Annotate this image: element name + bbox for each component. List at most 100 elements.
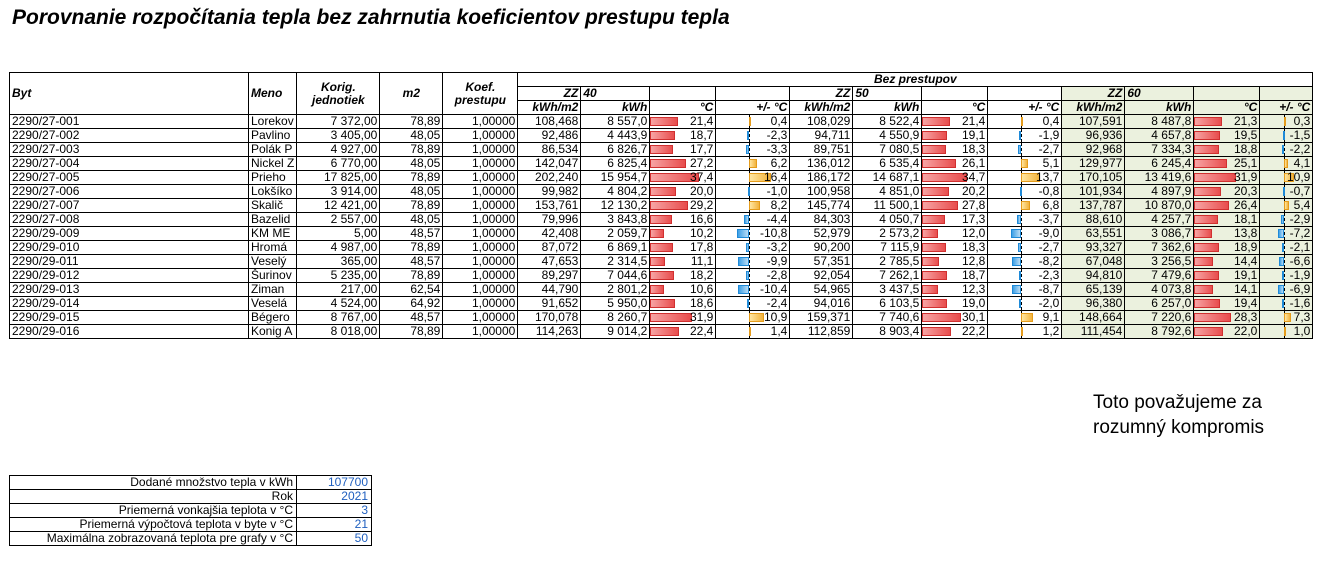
cell-kwhm2: 86,534 [517,142,582,157]
header-kwh: kWh [852,100,923,115]
diff-axis [749,283,751,296]
cell-kwhm2: 92,486 [517,128,582,143]
param-value[interactable]: 3 [296,503,372,518]
header-kwh: kWh [580,100,651,115]
cell-meno: Lorekov [247,114,298,129]
cell-koef: 1,00000 [442,198,519,213]
temp-value: 34,7 [961,170,986,184]
cell-byt: 2290/27-006 [9,184,249,199]
parameters-table: Dodané množstvo tepla v kWh 107700 Rok 2021… [9,475,372,546]
cell-diff: -7,2 [1259,226,1314,241]
diff-value: 6,2 [770,156,788,170]
cell-byt: 2290/27-002 [9,128,249,143]
diff-value: -3,7 [1038,212,1060,226]
cell-kwh: 4 050,7 [852,212,923,227]
diff-axis [749,129,751,142]
cell-kwhm2: 89,297 [517,268,582,283]
cell-koef: 1,00000 [442,254,519,269]
cell-kwh: 4 257,7 [1124,212,1195,227]
diff-value: -2,8 [766,268,788,282]
temp-bar [922,257,939,266]
cell-diff: 0,3 [1259,114,1314,129]
cell-koef: 1,00000 [442,128,519,143]
cell-kwhm2: 88,610 [1061,212,1126,227]
cell-meno: KM ME [247,226,298,241]
temp-bar [922,299,948,308]
diff-axis [749,269,751,282]
cell-temp: 18,1 [1193,212,1261,227]
temp-value: 19,1 [1233,268,1258,282]
cell-kwhm2: 148,664 [1061,310,1126,325]
cell-koef: 1,00000 [442,240,519,255]
cell-temp: 31,9 [649,310,717,325]
cell-kwh: 5 950,0 [580,296,651,311]
temp-value: 20,2 [961,184,986,198]
param-label: Dodané množstvo tepla v kWh [9,475,297,490]
diff-value: -6,6 [1289,254,1311,268]
diff-axis [1283,143,1285,156]
cell-koef: 1,00000 [442,310,519,325]
diff-bar [737,285,750,294]
cell-diff: -2,7 [987,240,1063,255]
cell-kwhm2: 186,172 [789,170,854,185]
cell-m2: 48,57 [379,310,444,325]
param-value[interactable]: 21 [296,517,372,532]
diff-value: 0,4 [770,114,788,128]
cell-kwh: 4 657,8 [1124,128,1195,143]
cell-diff: -2,8 [715,268,791,283]
diff-axis [1021,129,1023,142]
cell-byt: 2290/27-008 [9,212,249,227]
cell-diff: 0,4 [987,114,1063,129]
cell-diff: -1,5 [1259,128,1314,143]
cell-temp: 37,4 [649,170,717,185]
diff-axis [1283,283,1285,296]
cell-diff: 7,3 [1259,310,1314,325]
diff-bar [1021,201,1031,210]
param-value[interactable]: 2021 [296,489,372,504]
cell-diff: -3,2 [715,240,791,255]
diff-bar [749,313,764,322]
cell-temp: 22,4 [649,324,717,339]
cell-diff: 1,2 [987,324,1063,339]
diff-axis [1283,227,1285,240]
cell-diff: 4,1 [1259,156,1314,171]
cell-kwh: 6 826,7 [580,142,651,157]
param-value[interactable]: 50 [296,531,372,546]
cell-kwh: 4 073,8 [1124,282,1195,297]
temp-value: 18,7 [961,268,986,282]
diff-value: -8,2 [1038,254,1060,268]
diff-bar [1282,145,1285,154]
temp-value: 17,8 [689,240,714,254]
cell-kwh: 2 785,5 [852,254,923,269]
header-diff: +/- °C [987,100,1063,115]
cell-diff: -3,7 [987,212,1063,227]
diff-bar [1283,187,1286,196]
diff-bar [1019,299,1022,308]
cell-meno: Ziman [247,282,298,297]
cell-diff: -1,9 [987,128,1063,143]
cell-m2: 48,57 [379,254,444,269]
table-row: 2290/29-014 Veselá 4 524,00 64,92 1,00000 91,… [9,296,1314,311]
cell-kwh: 7 080,5 [852,142,923,157]
cell-korig: 6 770,00 [296,156,381,171]
temp-value: 12,0 [961,226,986,240]
diff-bar [748,187,751,196]
cell-koef: 1,00000 [442,296,519,311]
cell-diff: 9,1 [987,310,1063,325]
table-row: 2290/29-015 Bégero 8 767,00 48,57 1,00000 170… [9,310,1314,325]
cell-koef: 1,00000 [442,226,519,241]
cell-kwhm2: 108,029 [789,114,854,129]
cell-meno: Skalič [247,198,298,213]
temp-bar [1194,327,1223,336]
temp-value: 22,0 [1233,324,1258,338]
temp-value: 25,1 [1233,156,1258,170]
temp-bar [650,159,686,168]
diff-bar [749,117,752,126]
cell-kwh: 7 115,9 [852,240,923,255]
param-value[interactable]: 107700 [296,475,372,490]
cell-kwhm2: 79,996 [517,212,582,227]
diff-bar [1282,271,1285,280]
temp-value: 19,0 [961,296,986,310]
cell-temp: 31,9 [1193,170,1261,185]
cell-koef: 1,00000 [442,324,519,339]
